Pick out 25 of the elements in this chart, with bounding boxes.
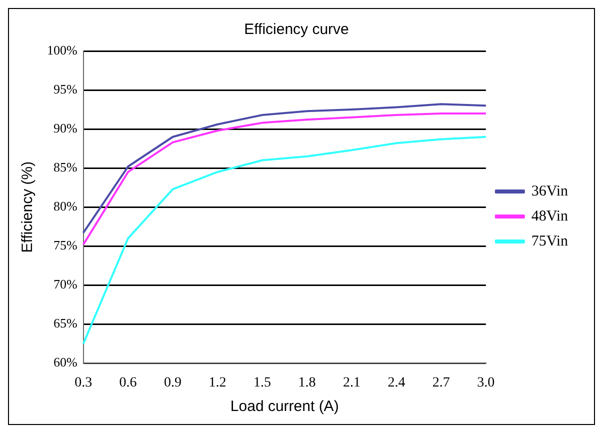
x-tick-label: 1.8 xyxy=(298,375,316,390)
y-tick-label: 95% xyxy=(53,81,78,96)
x-axis-title: Load current (A) xyxy=(230,398,339,416)
y-tick-label: 80% xyxy=(53,198,78,214)
legend-label: 75Vin xyxy=(531,233,568,250)
x-tick-label: 2.1 xyxy=(342,375,360,390)
y-axis-title: Efficiency (%) xyxy=(19,161,36,253)
y-tick-label: 85% xyxy=(53,159,78,174)
x-tick-label: 3.0 xyxy=(477,375,495,390)
x-tick-label: 0.3 xyxy=(74,375,92,390)
y-tick-label: 75% xyxy=(53,238,78,253)
y-tick-label: 60% xyxy=(53,354,78,370)
y-tick-label: 90% xyxy=(53,120,78,136)
legend-label: 36Vin xyxy=(531,183,568,200)
x-tick-label: 2.4 xyxy=(388,375,406,390)
legend-label: 48Vin xyxy=(531,208,568,224)
x-tick-label: 2.7 xyxy=(432,375,450,390)
y-tick-label: 100% xyxy=(46,42,78,58)
x-tick-label: 0.9 xyxy=(164,375,182,390)
y-tick-label: 65% xyxy=(53,316,78,331)
chart-title: Efficiency curve xyxy=(244,21,349,38)
y-tick-label: 70% xyxy=(53,276,78,292)
x-tick-label: 0.6 xyxy=(119,375,137,390)
x-tick-label: 1.5 xyxy=(254,375,271,390)
x-tick-label: 1.2 xyxy=(208,375,226,390)
